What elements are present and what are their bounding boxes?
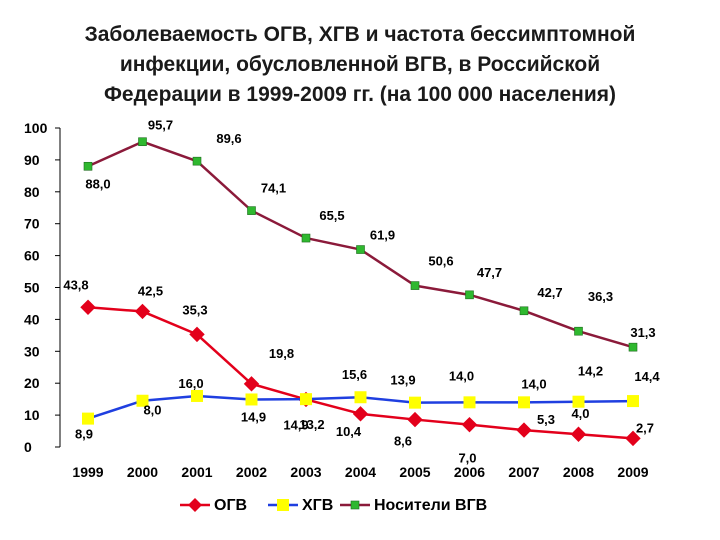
data-label: 13,2 [299, 417, 324, 432]
data-label: 7,0 [458, 451, 476, 466]
y-tick-label: 50 [24, 280, 40, 296]
data-point-carriers [83, 161, 93, 171]
x-tick-label: 1999 [72, 464, 103, 480]
x-tick-label: 2002 [236, 464, 267, 480]
data-label: 74,1 [261, 181, 286, 196]
data-point-hgv [409, 396, 421, 409]
data-point-ogv [570, 426, 587, 442]
data-label: 13,9 [390, 373, 415, 388]
data-label: 65,5 [319, 208, 344, 223]
data-point-carriers [301, 233, 311, 243]
data-point-ogv [407, 411, 423, 428]
data-label: 10,4 [336, 424, 362, 439]
data-point-hgv [354, 391, 367, 404]
data-label: 47,7 [477, 265, 502, 280]
data-point-hgv [572, 395, 585, 408]
data-label: 19,8 [269, 346, 294, 361]
data-point-carriers [628, 342, 638, 352]
y-tick-label: 20 [24, 375, 40, 391]
data-label: 14,9 [241, 409, 266, 424]
x-tick-label: 2008 [563, 464, 594, 480]
title-line-3: Федерации в 1999-2009 гг. (на 100 000 на… [104, 83, 616, 106]
data-point-carriers [247, 206, 256, 215]
data-point-ogv [80, 299, 96, 315]
x-tick-label: 2007 [508, 464, 539, 480]
data-point-hgv [300, 393, 312, 406]
y-tick-label: 90 [24, 152, 40, 168]
y-tick-label: 0 [24, 439, 32, 455]
x-tick-label: 2003 [290, 464, 321, 480]
data-label: 14,4 [634, 369, 660, 384]
data-point-hgv [136, 394, 149, 407]
data-point-carriers [465, 290, 474, 300]
data-point-carriers [519, 306, 529, 316]
data-point-carriers [192, 156, 202, 166]
y-tick-label: 80 [24, 184, 40, 200]
legend-marker-carriers [350, 500, 360, 510]
data-label: 36,3 [588, 289, 613, 304]
data-label: 8,6 [394, 434, 412, 449]
y-tick-label: 70 [24, 216, 40, 232]
chart-title: Заболеваемость ОГВ, ХГВ и частота бессим… [20, 20, 700, 110]
legend-marker-hgv [277, 499, 289, 511]
data-point-ogv [625, 430, 641, 447]
y-tick-label: 60 [24, 248, 40, 264]
legend-label: ОГВ [214, 497, 247, 514]
legend-label: ХГВ [302, 497, 333, 514]
data-point-hgv [191, 389, 203, 402]
data-label: 50,6 [428, 254, 453, 269]
data-label: 14,0 [449, 368, 474, 383]
data-label: 14,9 [283, 417, 308, 432]
series-line-3 [87, 140, 634, 349]
title-line-1: Заболеваемость ОГВ, ХГВ и частота бессим… [84, 23, 636, 46]
data-label: 61,9 [370, 228, 395, 243]
data-point-hgv [245, 393, 258, 406]
data-point-ogv [516, 422, 532, 438]
x-tick-label: 2005 [399, 464, 430, 480]
data-point-hgv [463, 396, 476, 409]
data-label: 15,6 [342, 367, 367, 382]
data-label: 35,3 [182, 302, 207, 317]
data-label: 5,3 [537, 412, 555, 427]
data-label: 31,3 [630, 325, 655, 340]
data-point-ogv [134, 303, 151, 320]
title-line-2: инфекции, обусловленной ВГВ, в Российско… [119, 53, 601, 76]
data-point-hgv [518, 396, 530, 409]
data-label: 89,6 [216, 131, 241, 146]
data-label: 4,0 [571, 406, 589, 421]
legend-label: Носители ВГВ [374, 497, 487, 514]
data-point-hgv [627, 395, 639, 408]
data-label: 16,0 [178, 376, 203, 391]
data-label: 8,9 [75, 427, 93, 442]
data-label: 14,0 [521, 376, 546, 391]
data-point-carriers [138, 137, 147, 147]
data-label: 43,8 [63, 277, 88, 292]
x-tick-label: 2006 [454, 464, 485, 480]
x-tick-label: 2009 [617, 464, 648, 480]
data-point-carriers [356, 245, 365, 254]
x-tick-label: 2004 [345, 464, 376, 480]
data-label: 95,7 [148, 118, 173, 133]
data-label: 2,7 [636, 420, 654, 435]
y-tick-label: 40 [24, 311, 40, 327]
data-label: 42,7 [537, 285, 562, 300]
x-tick-label: 2001 [181, 464, 212, 480]
data-point-ogv [243, 376, 260, 392]
y-tick-label: 30 [24, 343, 40, 359]
data-point-carriers [574, 326, 583, 336]
data-label: 88,0 [85, 176, 110, 191]
x-tick-label: 2000 [127, 464, 158, 480]
data-point-ogv [352, 406, 369, 422]
data-point-ogv [189, 326, 205, 343]
legend-marker-ogv [188, 498, 202, 512]
data-label: 8,0 [143, 403, 161, 418]
data-point-carriers [410, 281, 420, 290]
data-label: 14,2 [578, 364, 603, 379]
y-tick-label: 100 [24, 120, 48, 136]
y-tick-label: 10 [24, 407, 40, 423]
data-label: 42,5 [138, 283, 163, 298]
data-point-hgv [82, 412, 94, 425]
data-point-ogv [461, 416, 478, 433]
